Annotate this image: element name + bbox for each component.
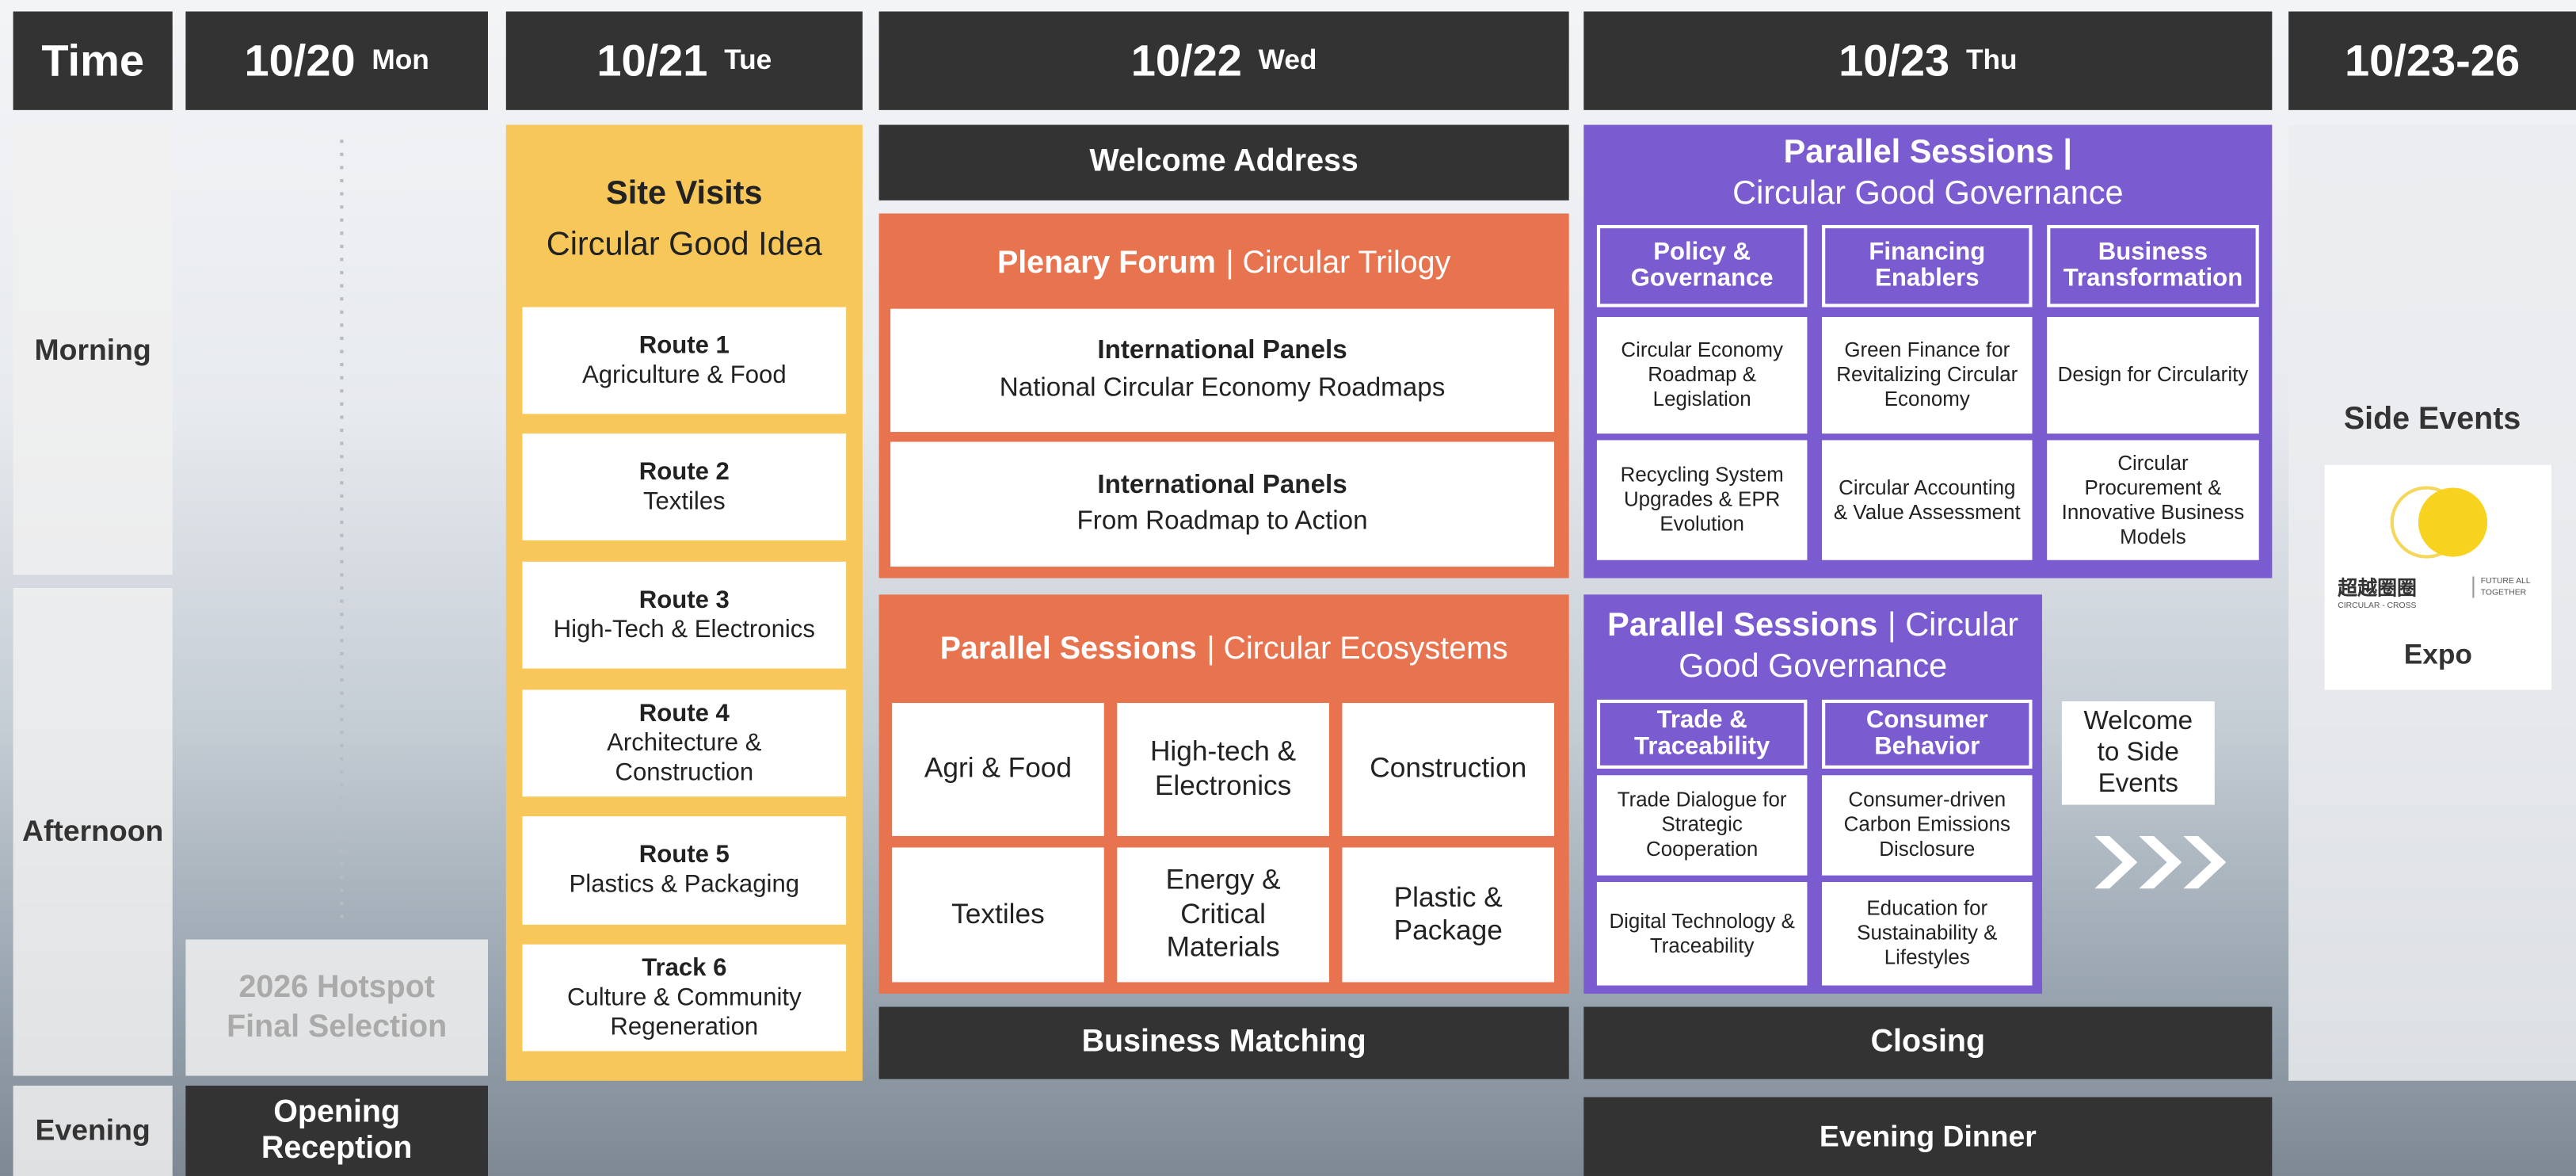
ecosystem-topic: High-tech & Electronics bbox=[1117, 703, 1329, 836]
track-header: Trade & Traceability bbox=[1596, 699, 1808, 769]
plenary-title: Plenary Forum | Circular Trilogy bbox=[879, 239, 1569, 289]
hotspot: 2026 Hotspot Final Selection bbox=[185, 939, 488, 1076]
route-topic: Agriculture & Food bbox=[581, 360, 787, 389]
business-matching: Business Matching bbox=[878, 1006, 1569, 1079]
panel: International Panels From Roadmap to Acti… bbox=[890, 441, 1555, 567]
site-subtitle: Circular Good Idea bbox=[546, 225, 822, 262]
title-rest: | Circular Trilogy bbox=[1225, 246, 1451, 281]
period: Afternoon bbox=[13, 587, 173, 1076]
reception: Opening Reception bbox=[185, 1085, 488, 1176]
date: 10/21 bbox=[596, 35, 708, 85]
header-day: 10/23 Thu bbox=[1583, 11, 2273, 110]
panel: International Panels National Circular Ec… bbox=[890, 308, 1555, 433]
route-name: Route 4 bbox=[638, 698, 730, 727]
weekday: Mon bbox=[372, 44, 429, 76]
arrows bbox=[2094, 835, 2227, 889]
logo-tagline: FUTURE ALL TOGETHER bbox=[2472, 576, 2538, 598]
closing: Closing bbox=[1583, 1006, 2273, 1079]
route: Route 4 Architecture & Construction bbox=[522, 689, 847, 797]
logo-name: 超越圈圈 bbox=[2338, 576, 2417, 600]
route-topic: Architecture & Construction bbox=[607, 728, 762, 786]
track-topic: Trade Dialogue for Strategic Cooperation bbox=[1596, 775, 1808, 876]
title-rest: Circular Good Governance bbox=[1732, 175, 2124, 212]
track-topic: Circular Accounting & Value Assessment bbox=[1822, 440, 2033, 560]
panel-name: International Panels bbox=[1097, 337, 1347, 365]
period: Evening bbox=[13, 1085, 173, 1176]
title-rest: | Circular Good Governance bbox=[1679, 607, 2019, 685]
ecosystem-topic: Energy & Critical Materials bbox=[1117, 847, 1329, 983]
governance-title: Parallel Sessions | Circular Good Governa… bbox=[1583, 132, 2272, 217]
expo-card: 超越圈圈 CIRCULAR - CROSS FUTURE ALL TOGETHER E… bbox=[2324, 464, 2551, 690]
site-title: Site Visits bbox=[606, 174, 763, 212]
parallel-title: Parallel Sessions | Circular Ecosystems bbox=[879, 624, 1569, 677]
header-time: Time bbox=[13, 11, 173, 110]
ecosystem-topic: Construction bbox=[1342, 703, 1555, 836]
side-welcome: Welcome to Side Events bbox=[2061, 701, 2215, 805]
period-label: Afternoon bbox=[21, 815, 164, 848]
track-topic: Design for Circularity bbox=[2047, 317, 2259, 434]
route-name: Track 6 bbox=[642, 953, 727, 982]
panel-topic: National Circular Economy Roadmaps bbox=[999, 373, 1446, 402]
date: 10/22 bbox=[1130, 35, 1242, 85]
weekday: Wed bbox=[1258, 44, 1317, 76]
track-header: Financing Enablers bbox=[1822, 224, 2033, 307]
track-topic: Recycling System Upgrades & EPR Evolutio… bbox=[1596, 440, 1808, 560]
track-header: Policy & Governance bbox=[1596, 224, 1808, 307]
header-day: 10/22 Wed bbox=[878, 11, 1569, 110]
route-topic: Plastics & Packaging bbox=[569, 870, 800, 899]
track-topic: Circular Economy Roadmap & Legislation bbox=[1596, 317, 1808, 434]
track-topic: Education for Sustainability & Lifestyle… bbox=[1822, 881, 2033, 986]
title-bold: Parallel Sessions bbox=[1607, 607, 1878, 644]
track-topic: Consumer-driven Carbon Emissions Disclos… bbox=[1822, 775, 2033, 876]
date: 10/20 bbox=[244, 35, 356, 85]
dotted-line bbox=[340, 139, 344, 929]
ecosystem-topic: Textiles bbox=[892, 847, 1104, 983]
route-name: Route 5 bbox=[638, 841, 730, 869]
panel-name: International Panels bbox=[1097, 471, 1347, 499]
side-title: Side Events bbox=[2343, 402, 2521, 437]
header-day: 10/20 Mon bbox=[185, 11, 488, 110]
header-day: 10/21 Tue bbox=[505, 11, 863, 110]
evening-dinner: Evening Dinner bbox=[1583, 1097, 2273, 1176]
governance-title-2: Parallel Sessions | Circular Good Governa… bbox=[1583, 603, 2042, 693]
period-label: Evening bbox=[35, 1113, 151, 1147]
ecosystem-topic: Agri & Food bbox=[892, 703, 1104, 836]
weekday: Thu bbox=[1965, 44, 2018, 76]
track-topic: Circular Procurement & Innovative Busine… bbox=[2047, 440, 2259, 560]
route-name: Route 1 bbox=[638, 330, 730, 359]
route-topic: High-Tech & Electronics bbox=[553, 615, 815, 643]
route: Route 3 High-Tech & Electronics bbox=[522, 561, 847, 669]
date: 10/23 bbox=[1839, 35, 1950, 85]
weekday: Tue bbox=[724, 44, 772, 76]
header-day: 10/23-26 bbox=[2288, 11, 2576, 110]
route: Track 6 Culture & Community Regeneration bbox=[522, 944, 847, 1052]
track-header: Business Transformation bbox=[2047, 224, 2259, 307]
route-topic: Culture & Community Regeneration bbox=[566, 983, 802, 1040]
title-bold: Parallel Sessions | bbox=[1783, 134, 2073, 171]
period-label: Morning bbox=[34, 332, 151, 366]
title-rest: | Circular Ecosystems bbox=[1206, 632, 1508, 667]
route: Route 2 Textiles bbox=[522, 433, 847, 540]
title-bold: Parallel Sessions bbox=[939, 632, 1197, 667]
route-name: Route 2 bbox=[638, 457, 730, 486]
title-bold: Plenary Forum bbox=[996, 246, 1216, 281]
track-topic: Green Finance for Revitalizing Circular … bbox=[1822, 317, 2033, 434]
panel-topic: From Roadmap to Action bbox=[1077, 507, 1368, 536]
route-topic: Textiles bbox=[642, 487, 726, 515]
logo bbox=[2390, 486, 2488, 559]
track-header: Consumer Behavior bbox=[1822, 699, 2033, 769]
route-name: Route 3 bbox=[638, 585, 730, 614]
welcome-address: Welcome Address bbox=[878, 124, 1569, 200]
ecosystem-topic: Plastic & Package bbox=[1342, 847, 1555, 983]
track-topic: Digital Technology & Traceability bbox=[1596, 881, 1808, 986]
expo: Expo bbox=[2403, 639, 2472, 670]
route: Route 5 Plastics & Packaging bbox=[522, 816, 847, 925]
period: Morning bbox=[13, 124, 173, 575]
logo-sub: CIRCULAR - CROSS bbox=[2338, 601, 2417, 612]
date: 10/23-26 bbox=[2345, 35, 2521, 85]
route: Route 1 Agriculture & Food bbox=[522, 307, 847, 414]
